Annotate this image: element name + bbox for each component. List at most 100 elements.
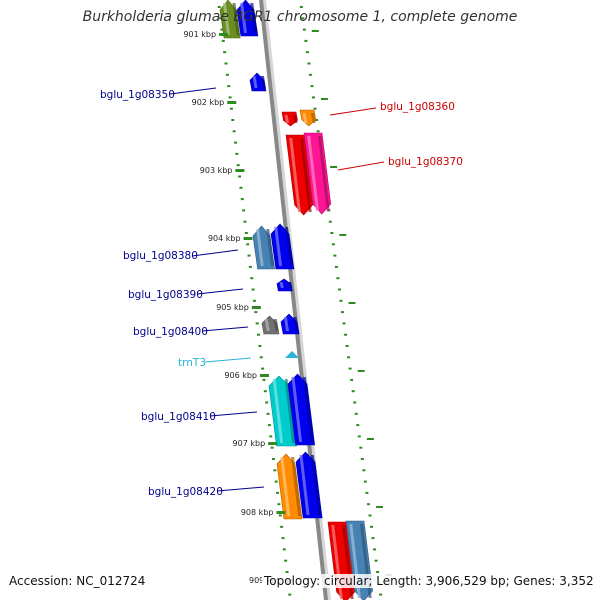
trna-glyph [285,351,299,358]
tick-mark [260,374,269,377]
gene-highlight [289,138,301,212]
tick-label: 902 kbp [192,98,225,107]
scale-dot-right [368,514,372,517]
gene-glyph [285,134,313,216]
scale-dot-left [233,141,237,144]
gene-shadow [266,229,274,266]
gene-glyph [261,315,280,335]
scale-dot-left [228,96,232,99]
scale-tick-right [330,166,338,168]
scale-dot-left [255,322,259,325]
gene-shadow [284,379,296,443]
scale-dot-left [285,571,289,573]
scale-dot-right [373,548,377,551]
tick-label: 905 kbp [216,303,249,312]
scale-dot-left [242,209,246,212]
scale-dot-right [313,107,317,110]
scale-tick-right [366,438,374,440]
scale-tick-right [348,302,356,304]
gene-highlight [272,379,284,443]
scale-dot-left [247,254,251,257]
gene-glyph [280,313,300,335]
scale-dot-left [252,299,256,302]
scale-dot-left [235,152,239,155]
scale-dot-left [288,593,292,596]
gene-shadow [293,317,299,331]
gene-highlight [256,229,264,266]
scale-dot-left [259,356,263,359]
scale-dot-right [354,412,358,415]
gene-highlight [279,282,284,288]
scale-dot-right [308,73,312,76]
scale-dot-right [299,6,303,8]
scale-dot-right [365,491,369,494]
scale-dot-left [261,367,265,370]
gene-highlight [280,457,291,516]
scale-dot-right [374,559,378,562]
scale-dot-left [266,412,270,415]
gene-label: bglu_1g08360 [380,101,455,113]
gene-glyph [252,225,275,270]
scale-tick-right [339,234,347,236]
scale-dot-right [356,424,360,427]
scale-dot-right [371,537,375,540]
tick-mark [243,237,253,240]
scale-dot-left [243,220,247,223]
scale-dot-right [348,367,352,370]
scale-dot-right [301,17,305,20]
scale-dot-left [229,107,233,110]
gene-labels-layer: bglu_1g08350 bglu_1g08360 bglu_1g08370bglu… [100,87,463,498]
gene-shadow [318,136,330,211]
gene-label: bglu_1g08350 [100,89,175,101]
scale-dot-left [240,198,244,201]
scale-dot-left [236,164,240,167]
scale-dot-right [339,299,343,302]
scale-dot-right [315,119,319,121]
label-leader-line [204,357,252,363]
gene-highlight [307,136,319,211]
scale-dot-left [238,175,242,178]
gene-shadow [291,457,302,516]
scale-dot-left [281,537,285,540]
gene-glyph [236,0,259,37]
gene-shadow [310,455,321,515]
gene-highlight [222,3,230,35]
tick-label: 901 kbp [183,30,216,39]
scale-dot-left [280,525,284,528]
label-leader-line [191,249,239,257]
scale-dot-right [353,401,357,404]
gene-label: trnT3 [178,357,206,369]
tick-label: 907 kbp [233,439,266,448]
scale-dot-right [362,469,366,472]
scale-dot-right [304,39,308,42]
scale-dot-left [254,311,258,314]
scale-dot-left [265,401,269,404]
scale-dot-left [282,548,286,551]
scale-dot-right [379,593,383,596]
gene-shadow [287,282,293,288]
gene-label: bglu_1g08380 [123,250,198,262]
gene-label: bglu_1g08410 [141,411,216,423]
gene-glyph [249,72,267,92]
scale-dot-left [227,85,231,88]
scale-dot-right [342,322,346,325]
scale-dot-left [223,51,227,54]
scale-tick-right [376,506,384,508]
scale-dot-right [316,130,320,133]
scale-dot-right [307,62,311,65]
gene-glyph [219,0,241,39]
scale-tick-right [311,30,319,32]
scale-dot-left [284,559,288,562]
gene-label: bglu_1g08400 [133,326,208,338]
gene-shadow [260,76,266,88]
gene-glyph [281,111,298,127]
scale-dot-left [258,345,262,347]
scale-dot-right [347,356,351,359]
gene-glyph [276,453,303,520]
scale-dot-left [239,186,243,189]
genome-summary-text: Topology: circular; Length: 3,906,529 bp… [262,574,596,588]
gene-glyph [303,132,332,215]
tick-label: 906 kbp [224,371,257,380]
gene-highlight [283,317,290,331]
